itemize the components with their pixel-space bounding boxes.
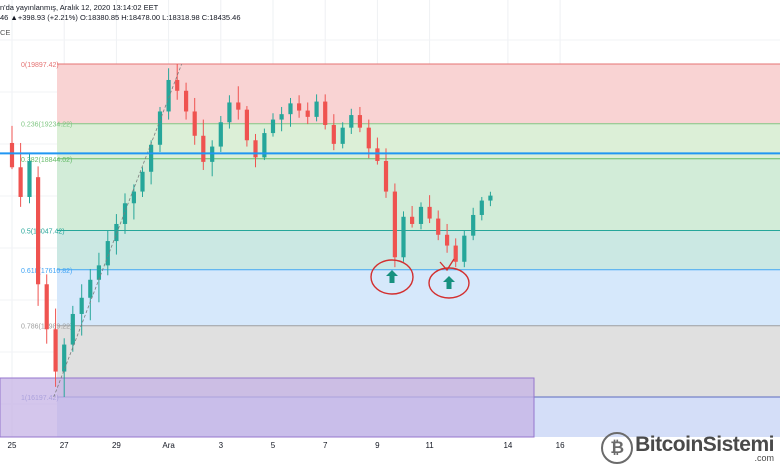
candle-body [218, 122, 223, 147]
watermark-domain: .com [754, 452, 774, 463]
candle-body [105, 241, 110, 266]
fib-zone [57, 230, 780, 270]
fib-zone [57, 269, 780, 326]
candle-body [88, 279, 93, 298]
x-tick-label: 7 [323, 441, 328, 450]
candle-body [62, 344, 67, 372]
candle-body [236, 102, 241, 110]
candle-body [436, 218, 441, 235]
candle-body [462, 235, 467, 262]
candle-body [375, 148, 380, 161]
candle-body [149, 144, 154, 172]
candle-body [366, 127, 371, 149]
x-tick-label: 5 [271, 441, 276, 450]
fib-zone [57, 158, 780, 231]
candle-body [305, 110, 310, 117]
candle-body [253, 140, 258, 158]
candle-body [36, 177, 41, 285]
fib-level-label: 0.236(19234.22) [21, 122, 72, 129]
candle-body [314, 101, 319, 117]
annotation-check-mark [439, 258, 455, 272]
candle-body [44, 284, 49, 330]
fib-level-label: 0.382(18844.02) [21, 157, 72, 164]
candle-body [418, 206, 424, 224]
x-tick-label: 11 [425, 441, 434, 450]
candle-body [410, 216, 415, 224]
candle-body [323, 101, 328, 125]
watermark-name: BitcoinSistemi [635, 432, 774, 456]
x-tick-label: 25 [8, 441, 17, 450]
x-tick-label: 3 [219, 441, 224, 450]
candle-body [331, 124, 336, 144]
fib-zone [57, 64, 780, 124]
candle-body [453, 245, 458, 262]
candle-body [244, 109, 249, 141]
candle-body [479, 200, 484, 215]
candle-body [183, 90, 189, 112]
candle-body [9, 142, 15, 168]
candle-body [70, 313, 75, 345]
x-axis: 25 27 29 Ara 3 5 7 9 11 14 16 [8, 441, 566, 450]
fib-level-label: 0.618(17610.82) [21, 268, 72, 275]
candle-body [340, 127, 345, 144]
candle-body [349, 115, 354, 128]
x-tick-label: 14 [503, 441, 512, 450]
watermark: ₿ BitcoinSistemi .com [601, 432, 774, 464]
candle-body [401, 216, 406, 258]
candle-body [279, 114, 284, 120]
arrow-up-icon [386, 270, 398, 283]
fib-level-label: 0(19897.42) [21, 62, 59, 69]
annotation-circle [370, 259, 414, 295]
candle-body [471, 214, 476, 236]
x-tick-label: 16 [556, 441, 565, 450]
fib-anchor-line [53, 63, 183, 398]
candle-body [166, 79, 171, 112]
candle-body [392, 191, 397, 258]
candle-body [297, 103, 302, 111]
candle-body [79, 297, 84, 314]
candle-body [96, 265, 102, 280]
x-tick-label: Ara [162, 441, 175, 450]
range-rectangle [0, 377, 535, 438]
candle-body [157, 111, 163, 145]
candle-body [140, 171, 145, 192]
bitcoin-logo-icon: ₿ [601, 432, 634, 464]
candle-body [488, 195, 493, 201]
candle-body [175, 79, 180, 91]
chart-header-ohlc-line: 46 ▲+398.93 (+2.21%) O:18380.85 H:18478.… [0, 13, 241, 22]
candle-body [114, 223, 119, 242]
candle-body [270, 119, 276, 134]
x-tick-label: 9 [375, 441, 380, 450]
x-tick-label: 29 [112, 441, 121, 450]
chart-header-publish-line: n'da yayınlanmış, Aralık 12, 2020 13:14:… [0, 3, 159, 12]
candle-body [427, 206, 432, 219]
annotation-circle-outline [370, 259, 414, 295]
candle-body [444, 234, 450, 246]
candle-body [27, 160, 32, 197]
candle-body [262, 133, 267, 158]
candle-body [357, 115, 363, 128]
fib-level-label: 0.5(18047.42) [21, 229, 65, 236]
candle-body [18, 167, 23, 197]
candles [9, 64, 493, 398]
chart-header-symbol-fragment: CE [0, 28, 11, 37]
candle-body [192, 111, 197, 136]
candle-body [383, 160, 389, 192]
candle-body [53, 329, 58, 372]
candle-body [227, 102, 232, 123]
candle-body [201, 135, 206, 162]
candle-body [131, 191, 136, 204]
candle-body [122, 203, 128, 224]
candle-body [288, 103, 293, 115]
x-tick-label: 27 [60, 441, 69, 450]
arrow-up-icon [443, 276, 455, 289]
